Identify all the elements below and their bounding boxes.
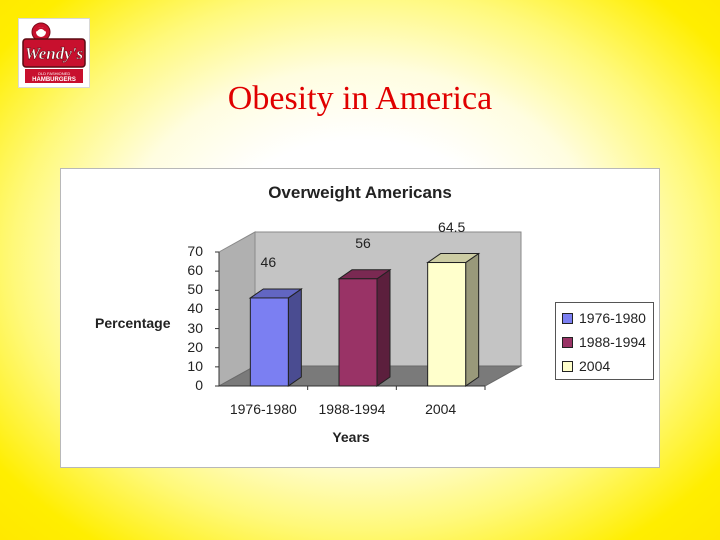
legend-label: 2004: [579, 358, 611, 374]
legend-swatch: [562, 312, 573, 324]
chart-title: Overweight Americans: [268, 183, 452, 202]
legend-item: 2004: [562, 357, 610, 375]
y-tick-label: 30: [187, 319, 203, 336]
legend-swatch: [562, 360, 573, 372]
y-tick-label: 50: [187, 281, 203, 298]
x-tick-label: 1988-1994: [318, 401, 386, 417]
y-tick-label: 10: [187, 357, 203, 374]
wendys-logo-graphic: Wendy's OLD FASHIONED HAMBURGERS: [22, 22, 86, 83]
legend-label: 1988-1994: [579, 334, 646, 350]
bar-side-2: [376, 268, 391, 387]
bar-2: [338, 278, 378, 387]
svg-text:HAMBURGERS: HAMBURGERS: [32, 77, 76, 83]
y-tick-label: 40: [187, 300, 203, 317]
y-tick-label: 0: [195, 377, 203, 393]
slide-title: Obesity in America: [227, 80, 493, 117]
x-tick-label: 2004: [425, 401, 457, 417]
y-tick-label: 60: [187, 262, 203, 279]
bar-side-1: [287, 287, 302, 387]
chart-frame: Overweight Americans Percentage Years 0 1…: [60, 168, 660, 468]
svg-text:OLD FASHIONED: OLD FASHIONED: [38, 71, 71, 76]
chart-legend: 1976-1980 1988-1994 2004: [555, 302, 654, 380]
data-label: 56: [355, 234, 371, 251]
data-label: 64.5: [438, 218, 466, 235]
legend-label: 1976-1980: [579, 310, 646, 326]
legend-swatch: [562, 336, 573, 348]
bar-side-3: [465, 252, 480, 387]
y-axis-label: Percentage: [95, 315, 171, 331]
legend-item: 1988-1994: [562, 333, 646, 351]
y-tick-label: 20: [187, 338, 203, 355]
legend-item: 1976-1980: [562, 309, 646, 327]
bar-3: [427, 262, 467, 387]
svg-text:Wendy's: Wendy's: [25, 44, 84, 63]
bar-1: [249, 297, 289, 387]
data-label: 46: [260, 253, 277, 270]
x-axis-label: Years: [332, 429, 370, 445]
x-tick-label: 1976-1980: [229, 401, 297, 417]
y-tick-label: 70: [187, 243, 203, 259]
wendys-logo: Wendy's OLD FASHIONED HAMBURGERS: [18, 18, 90, 88]
bar-chart: [215, 231, 523, 390]
